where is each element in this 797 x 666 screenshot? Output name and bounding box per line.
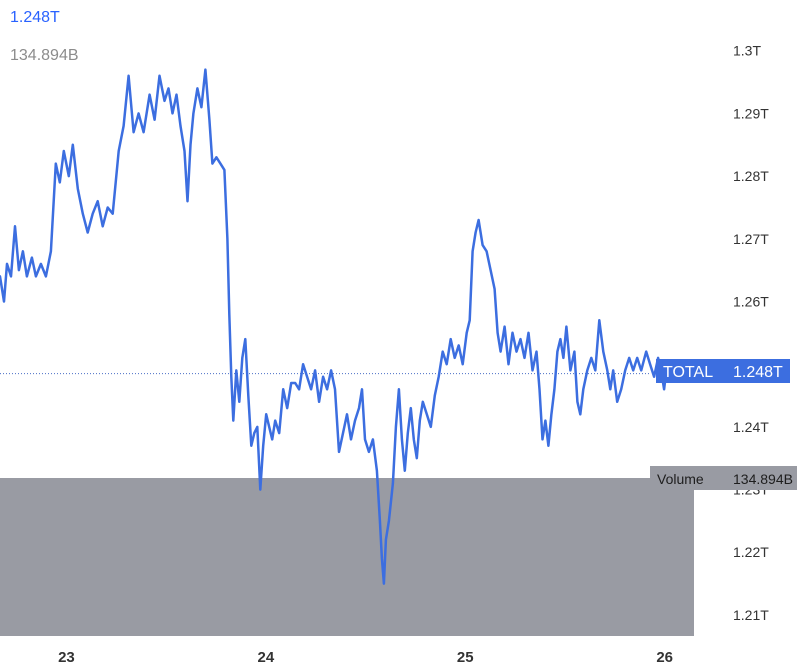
y-tick-label: 1.24T xyxy=(733,419,769,435)
y-tick-label: 1.3T xyxy=(733,43,761,59)
volume-label: Volume 134.894B xyxy=(650,466,797,490)
y-tick-label: 1.22T xyxy=(733,544,769,560)
y-tick-label: 1.26T xyxy=(733,293,769,309)
volume-legend: 134.894B xyxy=(10,47,79,64)
current-price-label-name: TOTAL xyxy=(663,364,713,381)
current-price-label: TOTAL 1.248T xyxy=(656,359,790,383)
price-series-line xyxy=(0,68,672,585)
x-tick-label: 25 xyxy=(457,649,474,666)
x-tick-label: 26 xyxy=(656,649,673,666)
x-tick-label: 24 xyxy=(257,649,274,666)
current-price-label-value: 1.248T xyxy=(733,364,783,381)
x-tick-label: 23 xyxy=(58,649,75,666)
current-price-label-bg xyxy=(656,359,790,383)
y-tick-label: 1.29T xyxy=(733,105,769,121)
volume-label-value: 134.894B xyxy=(733,471,793,487)
price-legend: 1.248T xyxy=(10,9,60,26)
y-tick-label: 1.28T xyxy=(733,168,769,184)
y-tick-label: 1.21T xyxy=(733,607,769,623)
volume-label-name: Volume xyxy=(657,471,704,487)
volume-label-bg xyxy=(650,466,797,490)
x-axis: 23 24 25 26 xyxy=(58,649,673,666)
volume-bar xyxy=(0,478,694,636)
y-tick-label: 1.27T xyxy=(733,231,769,247)
y-axis: 1.3T1.29T1.28T1.27T1.26T1.25T1.24T1.23T1… xyxy=(733,43,769,623)
